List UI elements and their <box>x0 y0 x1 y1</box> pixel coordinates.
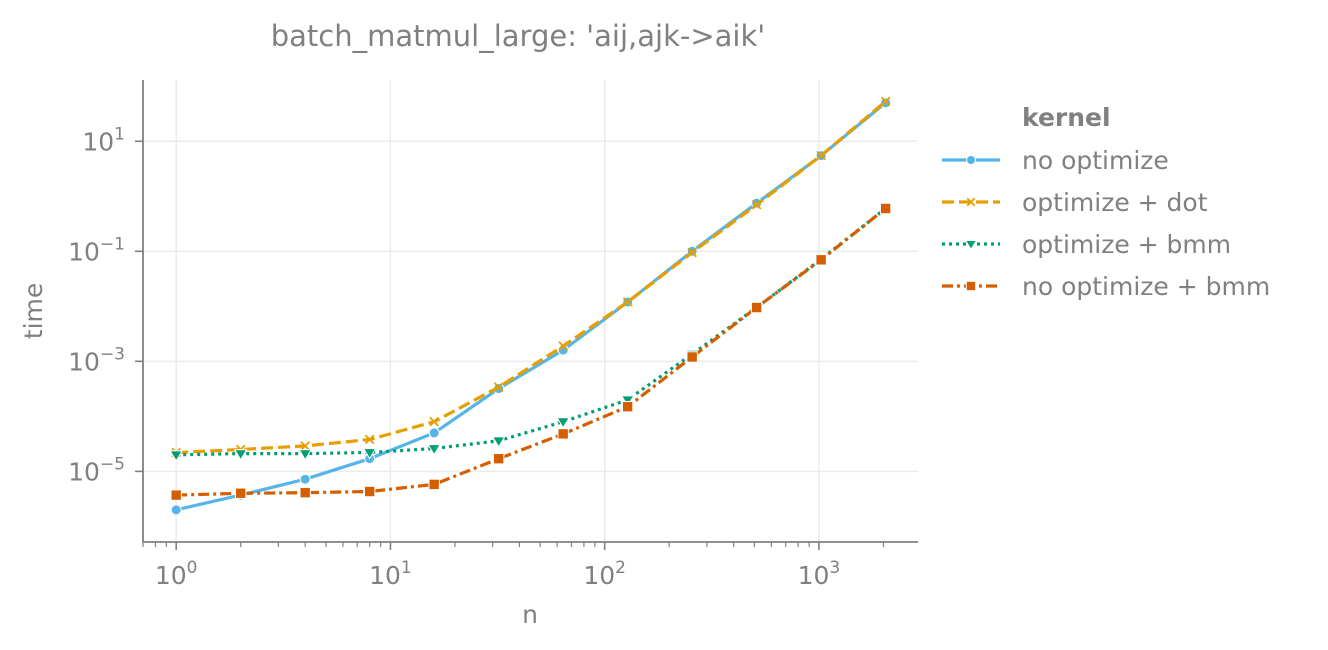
legend: kernel no optimize optimize + dot optimize… <box>942 103 1270 301</box>
data-point-0-2 <box>299 473 311 485</box>
data-point-1-2 <box>300 441 311 451</box>
legend-item-3: no optimize + bmm <box>942 272 1270 301</box>
data-point-2-1 <box>233 449 248 461</box>
data-point-1-10 <box>816 150 826 161</box>
legend-label-1: optimize + dot <box>1022 188 1208 217</box>
legend-item-2: optimize + bmm <box>942 230 1231 259</box>
y-tick-label-3: 101 <box>82 124 125 156</box>
legend-marker-2 <box>964 239 978 251</box>
legend-label-0: no optimize <box>1022 146 1169 175</box>
x-ticks: 100 101 102 103 <box>142 542 885 590</box>
data-point-3-10 <box>815 254 827 266</box>
data-point-1-7 <box>622 297 633 307</box>
y-tick-label-1: 10−3 <box>68 344 125 376</box>
data-point-0-11 <box>880 97 892 109</box>
data-point-2-2 <box>298 449 313 461</box>
x-tick-label-3: 103 <box>798 558 841 590</box>
grid <box>143 80 918 542</box>
data-point-1-3 <box>364 434 375 445</box>
series-line-3 <box>176 207 887 497</box>
data-point-3-6 <box>557 428 569 440</box>
data-point-2-6 <box>556 417 571 429</box>
series-line-1 <box>176 100 887 455</box>
legend-item-1: optimize + dot <box>942 188 1208 217</box>
data-point-3-9 <box>750 301 763 314</box>
y-axis-label: time <box>19 283 48 339</box>
y-tick-label-2: 10−1 <box>68 234 125 266</box>
data-point-1-8 <box>687 247 697 258</box>
data-point-3-2 <box>299 486 311 499</box>
legend-marker-1 <box>966 197 976 207</box>
data-point-3-7 <box>621 400 634 413</box>
data-point-2-5 <box>491 436 506 448</box>
data-point-1-11 <box>880 96 891 107</box>
series-1 <box>171 96 891 458</box>
x-tick-label-0: 100 <box>155 558 198 590</box>
legend-marker-0 <box>966 155 976 165</box>
y-ticks: 10−5 10−3 10−1 101 <box>68 124 143 486</box>
chart-title: batch_matmul_large: 'aij,ajk->aik' <box>271 19 766 53</box>
data-point-1-5 <box>493 382 504 392</box>
data-point-2-0 <box>169 450 184 462</box>
data-point-3-0 <box>170 489 182 501</box>
series-3 <box>170 202 892 501</box>
data-point-3-11 <box>879 202 892 215</box>
legend-item-0: no optimize <box>942 146 1169 175</box>
series-line-2 <box>176 207 887 457</box>
x-axis-label: n <box>522 600 538 629</box>
y-tick-label-0: 10−5 <box>68 454 125 486</box>
data-point-1-9 <box>751 199 762 210</box>
legend-title: kernel <box>1022 103 1111 132</box>
legend-label-3: no optimize + bmm <box>1022 272 1270 301</box>
data-point-3-1 <box>234 487 247 499</box>
series-0 <box>170 97 892 516</box>
data-point-2-7 <box>620 395 635 407</box>
legend-marker-3 <box>965 280 977 292</box>
data-point-3-8 <box>686 351 698 363</box>
data-point-2-4 <box>427 444 442 456</box>
x-tick-label-2: 102 <box>583 558 626 590</box>
data-point-2-3 <box>362 448 377 460</box>
data-point-3-5 <box>492 452 505 465</box>
data-point-3-4 <box>428 478 440 491</box>
data-point-1-4 <box>429 416 440 427</box>
x-tick-label-1: 101 <box>369 558 412 590</box>
data-point-0-0 <box>170 504 182 516</box>
data-point-0-4 <box>428 427 440 439</box>
data-point-1-6 <box>558 341 568 351</box>
legend-label-2: optimize + bmm <box>1022 230 1231 259</box>
series-layer <box>169 96 893 516</box>
axes <box>142 80 918 543</box>
series-2 <box>169 204 893 462</box>
data-point-3-3 <box>363 485 376 498</box>
